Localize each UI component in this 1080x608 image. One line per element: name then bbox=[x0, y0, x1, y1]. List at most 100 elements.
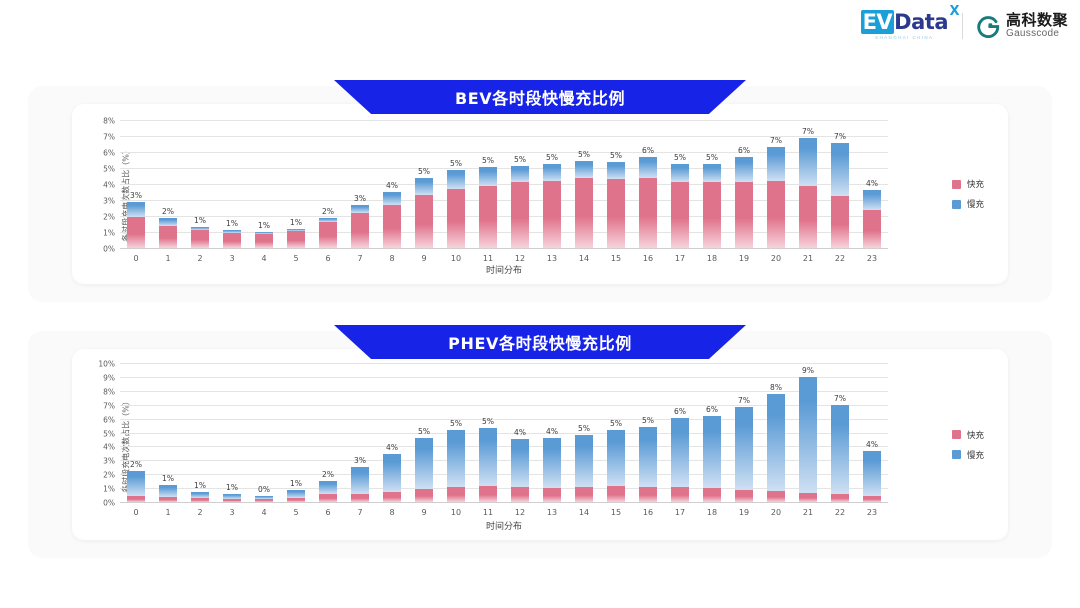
bar-segment-fast-charge[interactable] bbox=[447, 188, 465, 248]
bar-column[interactable]: 5% 11 bbox=[472, 363, 504, 517]
bar-stack[interactable] bbox=[735, 363, 753, 502]
bar-segment-slow-charge[interactable] bbox=[639, 426, 657, 487]
bar-segment-fast-charge[interactable] bbox=[543, 488, 561, 502]
bar-segment-fast-charge[interactable] bbox=[287, 497, 305, 502]
bar-stack[interactable] bbox=[799, 120, 817, 248]
bar-segment-fast-charge[interactable] bbox=[767, 180, 785, 248]
bar-stack[interactable] bbox=[639, 363, 657, 502]
bar-column[interactable]: 3% 7 bbox=[344, 363, 376, 517]
bar-segment-slow-charge[interactable] bbox=[351, 467, 369, 495]
bar-stack[interactable] bbox=[415, 120, 433, 248]
bar-column[interactable]: 1% 5 bbox=[280, 120, 312, 263]
bar-segment-fast-charge[interactable] bbox=[191, 230, 209, 248]
bar-column[interactable]: 3% 0 bbox=[120, 120, 152, 263]
bar-stack[interactable] bbox=[511, 363, 529, 502]
bar-segment-slow-charge[interactable] bbox=[255, 232, 273, 234]
bar-column[interactable]: 1% 1 bbox=[152, 363, 184, 517]
bar-segment-slow-charge[interactable] bbox=[383, 454, 401, 493]
bar-segment-slow-charge[interactable] bbox=[479, 427, 497, 487]
bar-segment-fast-charge[interactable] bbox=[671, 487, 689, 502]
bar-stack[interactable] bbox=[447, 363, 465, 502]
bar-stack[interactable] bbox=[351, 363, 369, 502]
bar-column[interactable]: 4% 12 bbox=[504, 363, 536, 517]
bar-column[interactable]: 7% 21 bbox=[792, 120, 824, 263]
bar-column[interactable]: 2% 1 bbox=[152, 120, 184, 263]
bar-column[interactable]: 0% 4 bbox=[248, 363, 280, 517]
bar-segment-slow-charge[interactable] bbox=[863, 451, 881, 496]
bar-segment-slow-charge[interactable] bbox=[415, 438, 433, 489]
bar-segment-slow-charge[interactable] bbox=[383, 192, 401, 205]
bar-segment-slow-charge[interactable] bbox=[607, 162, 625, 180]
bar-column[interactable]: 2% 0 bbox=[120, 363, 152, 517]
bar-stack[interactable] bbox=[255, 363, 273, 502]
bar-segment-fast-charge[interactable] bbox=[831, 493, 849, 502]
bar-column[interactable]: 4% 23 bbox=[856, 363, 888, 517]
bar-stack[interactable] bbox=[351, 120, 369, 248]
bar-segment-slow-charge[interactable] bbox=[607, 430, 625, 487]
bar-stack[interactable] bbox=[287, 120, 305, 248]
bar-stack[interactable] bbox=[831, 120, 849, 248]
bar-segment-fast-charge[interactable] bbox=[223, 232, 241, 248]
bar-segment-fast-charge[interactable] bbox=[415, 195, 433, 248]
bar-segment-fast-charge[interactable] bbox=[799, 185, 817, 248]
bar-segment-slow-charge[interactable] bbox=[831, 404, 849, 494]
bar-column[interactable]: 5% 14 bbox=[568, 363, 600, 517]
bar-segment-slow-charge[interactable] bbox=[703, 164, 721, 183]
bar-segment-slow-charge[interactable] bbox=[319, 217, 337, 223]
bar-segment-fast-charge[interactable] bbox=[319, 222, 337, 248]
bar-segment-slow-charge[interactable] bbox=[671, 164, 689, 183]
bar-segment-fast-charge[interactable] bbox=[511, 182, 529, 248]
bar-segment-slow-charge[interactable] bbox=[127, 201, 145, 217]
legend-item[interactable]: 慢充 bbox=[951, 449, 984, 461]
bar-segment-fast-charge[interactable] bbox=[831, 196, 849, 248]
bar-column[interactable]: 4% 8 bbox=[376, 120, 408, 263]
bar-segment-slow-charge[interactable] bbox=[767, 147, 785, 181]
legend-item[interactable]: 慢充 bbox=[951, 198, 984, 210]
bar-segment-slow-charge[interactable] bbox=[255, 496, 273, 500]
bar-stack[interactable] bbox=[543, 120, 561, 248]
legend-item[interactable]: 快充 bbox=[951, 178, 984, 190]
bar-segment-slow-charge[interactable] bbox=[799, 376, 817, 493]
bar-segment-fast-charge[interactable] bbox=[159, 497, 177, 502]
bar-segment-slow-charge[interactable] bbox=[799, 137, 817, 186]
bar-column[interactable]: 6% 16 bbox=[632, 120, 664, 263]
bar-stack[interactable] bbox=[703, 363, 721, 502]
bar-segment-fast-charge[interactable] bbox=[703, 488, 721, 502]
bar-segment-slow-charge[interactable] bbox=[543, 164, 561, 181]
bar-column[interactable]: 5% 12 bbox=[504, 120, 536, 263]
bar-stack[interactable] bbox=[607, 363, 625, 502]
bar-segment-fast-charge[interactable] bbox=[703, 182, 721, 248]
bar-segment-slow-charge[interactable] bbox=[287, 228, 305, 232]
bar-column[interactable]: 4% 13 bbox=[536, 363, 568, 517]
bar-stack[interactable] bbox=[575, 120, 593, 248]
bar-segment-slow-charge[interactable] bbox=[447, 169, 465, 189]
bar-stack[interactable] bbox=[447, 120, 465, 248]
bar-segment-slow-charge[interactable] bbox=[639, 156, 657, 178]
bar-column[interactable]: 2% 6 bbox=[312, 120, 344, 263]
bar-segment-fast-charge[interactable] bbox=[735, 182, 753, 248]
bar-segment-slow-charge[interactable] bbox=[319, 481, 337, 495]
bar-stack[interactable] bbox=[127, 120, 145, 248]
bar-segment-fast-charge[interactable] bbox=[159, 225, 177, 248]
bar-column[interactable]: 1% 4 bbox=[248, 120, 280, 263]
bar-segment-fast-charge[interactable] bbox=[191, 497, 209, 502]
bar-segment-slow-charge[interactable] bbox=[511, 439, 529, 488]
bar-stack[interactable] bbox=[575, 363, 593, 502]
bar-column[interactable]: 5% 15 bbox=[600, 120, 632, 263]
bar-stack[interactable] bbox=[383, 120, 401, 248]
bar-segment-slow-charge[interactable] bbox=[575, 435, 593, 487]
bar-segment-slow-charge[interactable] bbox=[223, 493, 241, 499]
bar-segment-slow-charge[interactable] bbox=[767, 393, 785, 491]
bar-column[interactable]: 5% 10 bbox=[440, 120, 472, 263]
bar-stack[interactable] bbox=[319, 120, 337, 248]
bar-stack[interactable] bbox=[223, 363, 241, 502]
bar-segment-slow-charge[interactable] bbox=[223, 230, 241, 233]
bar-stack[interactable] bbox=[671, 363, 689, 502]
bar-stack[interactable] bbox=[607, 120, 625, 248]
bar-column[interactable]: 5% 18 bbox=[696, 120, 728, 263]
bar-segment-fast-charge[interactable] bbox=[767, 490, 785, 502]
bar-stack[interactable] bbox=[127, 363, 145, 502]
bar-segment-fast-charge[interactable] bbox=[415, 488, 433, 502]
bar-stack[interactable] bbox=[639, 120, 657, 248]
bar-segment-fast-charge[interactable] bbox=[479, 486, 497, 502]
